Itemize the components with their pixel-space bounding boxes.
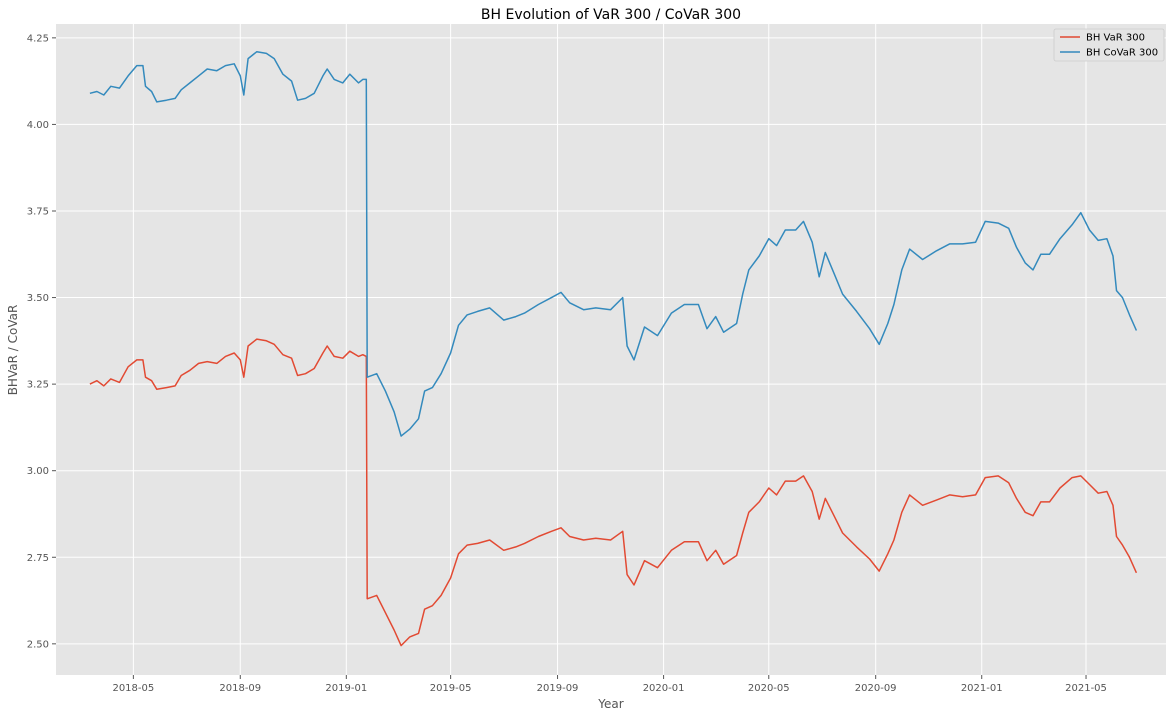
x-tick-label: 2021-01 [961, 683, 1003, 694]
y-tick-label: 3.75 [27, 206, 49, 217]
x-tick-label: 2020-09 [855, 683, 897, 694]
y-tick-label: 3.25 [27, 380, 49, 391]
y-tick-label: 3.00 [27, 466, 49, 477]
y-tick-label: 4.25 [27, 33, 49, 44]
chart-title: BH Evolution of VaR 300 / CoVaR 300 [481, 7, 741, 23]
x-tick-label: 2018-09 [219, 683, 261, 694]
x-tick-label: 2019-05 [430, 683, 472, 694]
x-axis-label: Year [597, 697, 623, 711]
x-tick-label: 2020-05 [748, 683, 790, 694]
y-tick-label: 2.50 [27, 639, 49, 650]
plot-background [56, 24, 1166, 675]
y-axis: 2.50 2.75 3.00 3.25 3.50 3.75 4.00 4.25 [27, 33, 56, 650]
y-tick-label: 2.75 [27, 553, 49, 564]
series-lines [89, 50, 1138, 647]
series-line-covar [89, 50, 1138, 437]
legend-label: BH CoVaR 300 [1086, 48, 1158, 59]
series-line-var [89, 338, 1138, 647]
x-tick-label: 2021-05 [1065, 683, 1107, 694]
legend-label: BH VaR 300 [1086, 33, 1145, 44]
x-tick-label: 2018-05 [112, 683, 154, 694]
legend-box [1053, 28, 1165, 62]
x-tick-label: 2019-09 [537, 683, 579, 694]
y-tick-label: 4.00 [27, 120, 49, 131]
y-axis-label: BHVaR / CoVaR [6, 305, 20, 396]
x-tick-label: 2019-01 [325, 683, 367, 694]
grid-lines [56, 24, 1166, 675]
x-tick-label: 2020-01 [643, 683, 685, 694]
legend: BH VaR 300 BH CoVaR 300 [1053, 28, 1165, 62]
y-tick-label: 3.50 [27, 293, 49, 304]
x-axis: 2018-05 2018-09 2019-01 2019-05 2019-09 2020-… [112, 675, 1107, 694]
